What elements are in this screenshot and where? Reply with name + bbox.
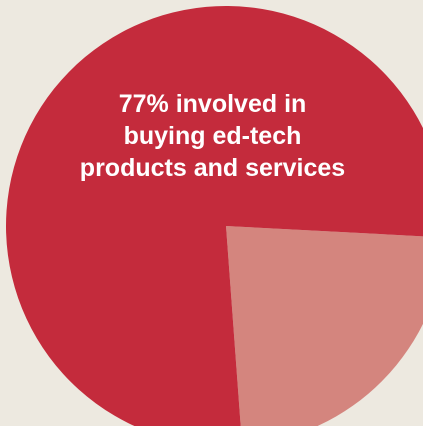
pie-slice-not-involved: [226, 226, 423, 426]
slice-label-involved-in-buying: 77% involved in buying ed-tech products …: [79, 90, 346, 182]
pie-slice-involved: [6, 6, 423, 426]
